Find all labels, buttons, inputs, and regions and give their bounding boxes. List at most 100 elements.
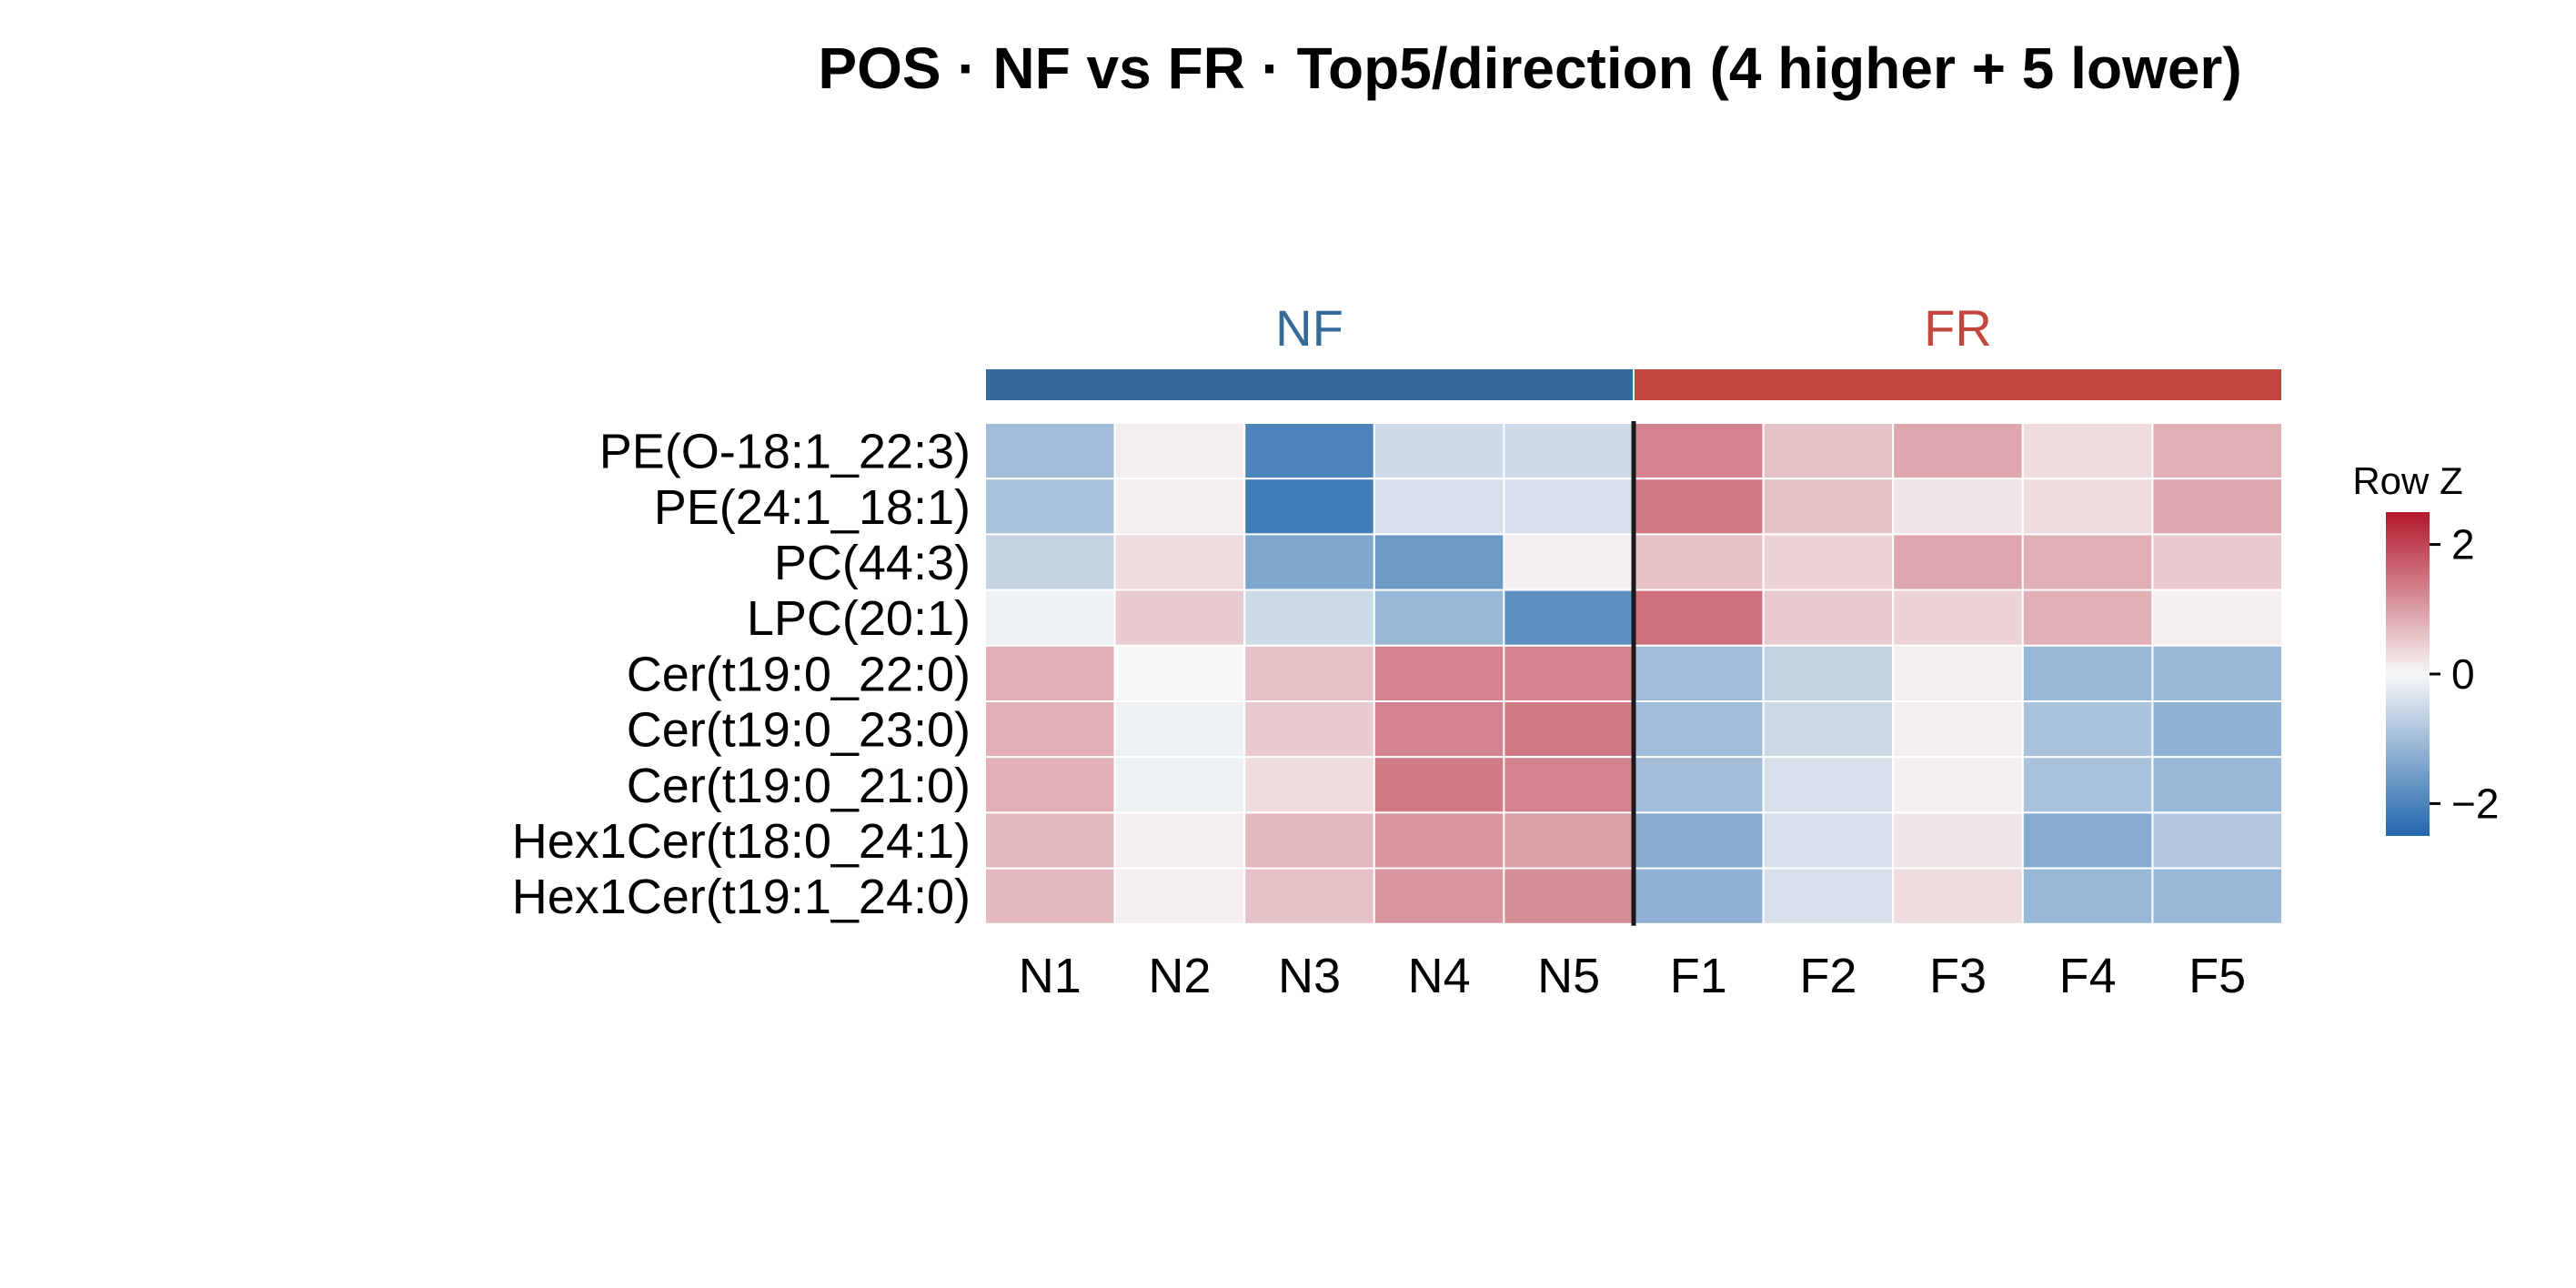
legend-title: Row Z [2352, 459, 2462, 502]
row-label: PE(24:1_18:1) [654, 480, 971, 535]
heatmap-cell [2021, 867, 2154, 925]
heatmap-cell [1633, 533, 1765, 591]
column-label: N5 [1537, 949, 1600, 1003]
group-bar [986, 369, 1633, 400]
heatmap-cell [984, 422, 1116, 480]
heatmap-cell [984, 867, 1116, 925]
group-bars [986, 369, 2281, 400]
heatmap-cell [1243, 422, 1375, 480]
heatmap-cell [984, 589, 1116, 647]
heatmap-cell [1243, 756, 1375, 814]
group-labels: NF FR [1275, 299, 1992, 357]
heatmap-cell [984, 756, 1116, 814]
heatmap-cell [1113, 533, 1246, 591]
heatmap-cell [984, 533, 1116, 591]
heatmap-cell [1373, 756, 1505, 814]
heatmap-cell [984, 700, 1116, 759]
heatmap-cell [2151, 756, 2283, 814]
group-label: FR [1924, 299, 1992, 357]
heatmap-cell [1762, 589, 1895, 647]
legend-tick-label: 2 [2451, 521, 2475, 569]
heatmap-cell [2021, 811, 2154, 870]
heatmap-cell [1113, 756, 1246, 814]
column-label: F1 [1670, 949, 1727, 1003]
heatmap-cell [1243, 589, 1375, 647]
heatmap-cell [984, 644, 1116, 702]
legend-tick-label: −2 [2451, 780, 2499, 827]
heatmap-cell [1762, 422, 1895, 480]
row-label: PC(44:3) [774, 536, 971, 590]
heatmap-cell [1243, 478, 1375, 536]
heatmap-cell [1892, 422, 2024, 480]
heatmap-cell [1113, 478, 1246, 536]
heatmap-cell [1892, 756, 2024, 814]
group-bar [1635, 369, 2281, 400]
heatmap-cell [1113, 644, 1246, 702]
heatmap-cell [1373, 533, 1505, 591]
heatmap-cell [2021, 700, 2154, 759]
heatmap-cell [1633, 811, 1765, 870]
heatmap-cell [2151, 589, 2283, 647]
heatmap-cell [1503, 811, 1635, 870]
heatmap-cell [1373, 478, 1505, 536]
color-legend: Row Z 2 0 −2 [2352, 459, 2499, 836]
column-label: F4 [2059, 949, 2117, 1003]
row-label: Cer(t19:0_22:0) [627, 647, 971, 701]
heatmap-cell [1113, 589, 1246, 647]
heatmap-cell [2151, 422, 2283, 480]
heatmap-cell [1762, 478, 1895, 536]
column-labels: N1 N2 N3 N4 N5 F1 F2 F3 F4 F5 [1019, 949, 2246, 1003]
row-label: LPC(20:1) [747, 591, 971, 646]
row-label: Cer(t19:0_23:0) [627, 703, 971, 758]
chart-title: POS · NF vs FR · Top5/direction (4 highe… [818, 35, 2241, 101]
column-label: N1 [1019, 949, 1082, 1003]
heatmap-cell [1762, 644, 1895, 702]
heatmap-cell [1503, 644, 1635, 702]
heatmap-cell [1243, 867, 1375, 925]
heatmap-cell [1503, 867, 1635, 925]
heatmap-cell [2021, 478, 2154, 536]
heatmap-cell [1633, 700, 1765, 759]
heatmap-cell [1633, 478, 1765, 536]
heatmap-cell [1633, 644, 1765, 702]
heatmap-cell [1373, 644, 1505, 702]
heatmap-cell [1762, 811, 1895, 870]
heatmap-cell [2021, 533, 2154, 591]
heatmap-cell [1892, 589, 2024, 647]
heatmap-cell [1762, 756, 1895, 814]
heatmap-cell [1243, 644, 1375, 702]
heatmap-cell [1633, 756, 1765, 814]
heatmap-cell [1503, 422, 1635, 480]
legend-colorbar [2386, 512, 2430, 836]
column-label: F3 [1929, 949, 1987, 1003]
heatmap-cell [1243, 700, 1375, 759]
heatmap-cell [1113, 422, 1246, 480]
column-label: F2 [1799, 949, 1857, 1003]
column-label: N2 [1148, 949, 1211, 1003]
heatmap-cell [1113, 867, 1246, 925]
heatmap-cell [1503, 700, 1635, 759]
row-label: Hex1Cer(t19:1_24:0) [512, 870, 971, 924]
heatmap-cell [2151, 867, 2283, 925]
heatmap-cell [1633, 867, 1765, 925]
heatmap-cell [2151, 644, 2283, 702]
heatmap-cell [1243, 533, 1375, 591]
heatmap-cell [1892, 700, 2024, 759]
heatmap-cell [2021, 756, 2154, 814]
heatmap-cell [1373, 867, 1505, 925]
row-label: Hex1Cer(t18:0_24:1) [512, 814, 971, 869]
legend-ticks: 2 0 −2 [2430, 521, 2499, 827]
heatmap-cell [2151, 478, 2283, 536]
heatmap-cell [1503, 478, 1635, 536]
heatmap-cell [1113, 811, 1246, 870]
heatmap-cell [1503, 756, 1635, 814]
row-labels: PE(O-18:1_22:3)PE(24:1_18:1)PC(44:3)LPC(… [512, 425, 971, 925]
column-label: N3 [1278, 949, 1341, 1003]
heatmap-cell [1892, 644, 2024, 702]
group-label: NF [1275, 299, 1343, 357]
heatmap-cell [1503, 589, 1635, 647]
heatmap-cells [984, 422, 2283, 925]
row-label: Cer(t19:0_21:0) [627, 759, 971, 813]
heatmap-cell [984, 478, 1116, 536]
